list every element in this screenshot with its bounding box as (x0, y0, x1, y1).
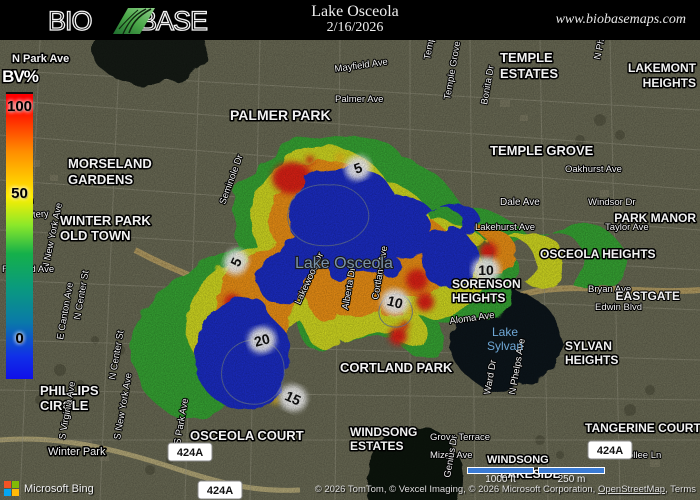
svg-text:Lake Osceola: Lake Osceola (295, 255, 393, 272)
svg-text:Taylor Ave: Taylor Ave (605, 222, 649, 233)
svg-text:SORENSON: SORENSON (452, 277, 521, 291)
svg-text:Edwin Blvd: Edwin Blvd (595, 302, 642, 313)
svg-text:Windsor Dr: Windsor Dr (588, 197, 636, 208)
svg-text:ESTATES: ESTATES (350, 439, 404, 453)
svg-text:HEIGHTS: HEIGHTS (452, 291, 505, 305)
svg-text:HEIGHTS: HEIGHTS (643, 76, 696, 90)
svg-text:LAKEMONT: LAKEMONT (628, 61, 697, 75)
svg-text:Lakehurst Ave: Lakehurst Ave (475, 222, 535, 233)
svg-text:Lake: Lake (492, 325, 518, 339)
svg-text:OLD TOWN: OLD TOWN (60, 228, 131, 243)
svg-text:WINDSONG: WINDSONG (487, 454, 549, 466)
svg-text:OSCEOLA COURT: OSCEOLA COURT (190, 428, 304, 443)
svg-text:WINTER PARK: WINTER PARK (60, 213, 151, 228)
svg-text:N Park Ave: N Park Ave (12, 53, 69, 65)
svg-text:PALMER PARK: PALMER PARK (230, 107, 331, 123)
svg-text:424A: 424A (177, 447, 203, 459)
svg-text:MORSELAND: MORSELAND (68, 156, 152, 171)
svg-text:TANGERINE COURT: TANGERINE COURT (585, 421, 700, 435)
svg-text:OSCEOLA HEIGHTS: OSCEOLA HEIGHTS (540, 247, 656, 261)
svg-text:GARDENS: GARDENS (68, 172, 133, 187)
svg-text:Winter Park: Winter Park (48, 446, 106, 458)
svg-text:Sylvan: Sylvan (487, 339, 523, 353)
svg-text:Palmer Ave: Palmer Ave (335, 94, 383, 105)
svg-text:BIO: BIO (48, 8, 92, 34)
svg-text:HEIGHTS: HEIGHTS (565, 353, 618, 367)
svg-text:TEMPLE: TEMPLE (500, 50, 553, 65)
svg-text:Dale Ave: Dale Ave (500, 197, 540, 208)
svg-text:424A: 424A (207, 485, 233, 497)
svg-text:ESTATES: ESTATES (500, 66, 558, 81)
svg-text:424A: 424A (597, 445, 623, 457)
svg-text:TEMPLE GROVE: TEMPLE GROVE (490, 143, 594, 158)
svg-text:SYLVAN: SYLVAN (565, 339, 612, 353)
svg-text:CORTLAND PARK: CORTLAND PARK (340, 360, 453, 375)
svg-text:WINDSONG: WINDSONG (350, 425, 417, 439)
svg-text:Oakhurst Ave: Oakhurst Ave (565, 164, 622, 175)
svg-text:EASTGATE: EASTGATE (616, 289, 680, 303)
